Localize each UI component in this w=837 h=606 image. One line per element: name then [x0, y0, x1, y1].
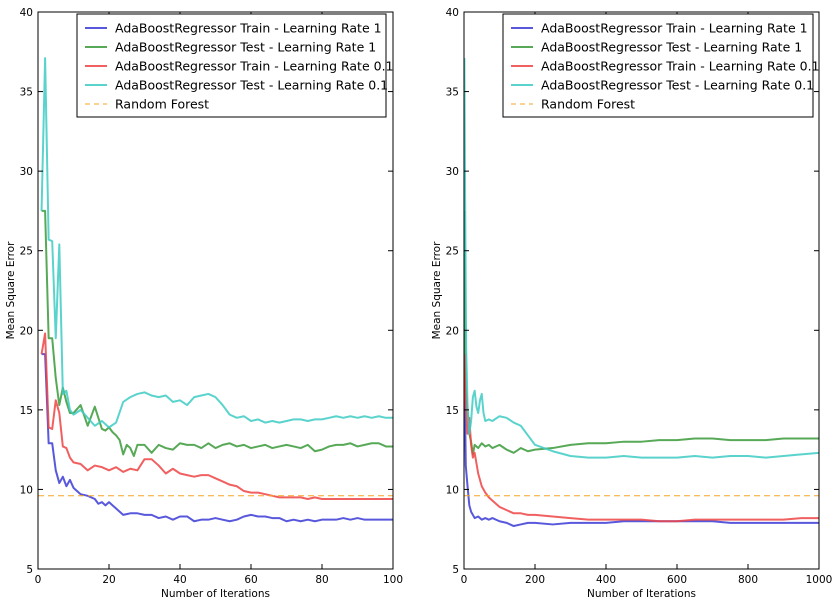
legend-entry-3: AdaBoostRegressor Train - Learning Rate … — [115, 59, 394, 74]
series-line-2 — [464, 210, 819, 456]
legend-entry-4: AdaBoostRegressor Test - Learning Rate 0… — [115, 78, 388, 93]
y-tick-label: 15 — [446, 405, 459, 417]
x-tick-label: 0 — [461, 574, 468, 586]
legend-entry-2: AdaBoostRegressor Test - Learning Rate 1 — [541, 40, 802, 55]
y-tick-label: 5 — [452, 564, 459, 576]
series-line-4 — [40, 57, 393, 429]
legend-box — [76, 13, 387, 118]
x-tick-label: 40 — [173, 574, 186, 586]
y-tick-label: 25 — [20, 246, 33, 258]
legend-entry-4: AdaBoostRegressor Test - Learning Rate 0… — [541, 78, 814, 93]
legend-box — [502, 13, 814, 118]
y-tick-label: 40 — [446, 7, 459, 19]
y-axis-label: Mean Square Error — [5, 241, 17, 340]
x-tick-label: 80 — [315, 574, 328, 586]
y-tick-label: 10 — [20, 484, 33, 496]
x-tick-label: 20 — [102, 574, 115, 586]
legend: AdaBoostRegressor Train - Learning Rate … — [76, 13, 394, 118]
legend-entry-5: Random Forest — [115, 97, 209, 112]
legend-entry-3: AdaBoostRegressor Train - Learning Rate … — [541, 59, 820, 74]
legend-entry-2: AdaBoostRegressor Test - Learning Rate 1 — [115, 40, 376, 55]
y-tick-label: 5 — [26, 564, 33, 576]
series-line-3 — [40, 332, 393, 500]
x-tick-label: 100 — [383, 574, 403, 586]
series-line-2 — [41, 209, 393, 458]
x-tick-label: 800 — [738, 574, 758, 586]
legend: AdaBoostRegressor Train - Learning Rate … — [502, 13, 820, 118]
legend-entry-1: AdaBoostRegressor Train - Learning Rate … — [115, 21, 382, 36]
y-tick-label: 10 — [446, 484, 459, 496]
plot-frame — [463, 11, 820, 570]
series-line-3 — [464, 354, 819, 523]
y-tick-label: 25 — [446, 246, 459, 258]
y-tick-label: 35 — [446, 87, 459, 99]
x-axis-label: Number of Iterations — [161, 588, 270, 600]
x-tick-label: 400 — [596, 574, 616, 586]
legend-entry-5: Random Forest — [541, 97, 635, 112]
x-axis-label: Number of Iterations — [587, 588, 696, 600]
chart-panel-2: 0 200 400 600 800 1000 5 10 15 20 25 30 35 40 Number o… — [431, 7, 832, 600]
y-tick-label: 35 — [20, 87, 33, 99]
series-line-1 — [464, 354, 819, 528]
y-axis-label: Mean Square Error — [431, 241, 443, 340]
y-tick-label: 30 — [446, 166, 459, 178]
x-tick-label: 200 — [525, 574, 545, 586]
y-tick-label: 20 — [446, 325, 459, 337]
y-tick-label: 20 — [20, 325, 33, 337]
x-tick-label: 600 — [667, 574, 687, 586]
y-tick-label: 15 — [20, 405, 33, 417]
y-tick-label: 40 — [20, 7, 33, 19]
x-tick-label: 0 — [35, 574, 42, 586]
x-tick-label: 1000 — [806, 574, 833, 586]
x-tick-label: 60 — [244, 574, 257, 586]
plot-frame — [37, 11, 394, 570]
series-line-4 — [464, 58, 819, 459]
y-tick-label: 30 — [20, 166, 33, 178]
chart-panel-1: 0 20 40 60 80 100 5 10 15 20 25 30 35 40 Number of Ite… — [5, 7, 403, 600]
legend-entry-1: AdaBoostRegressor Train - Learning Rate … — [541, 21, 808, 36]
series-line-1 — [41, 353, 393, 523]
